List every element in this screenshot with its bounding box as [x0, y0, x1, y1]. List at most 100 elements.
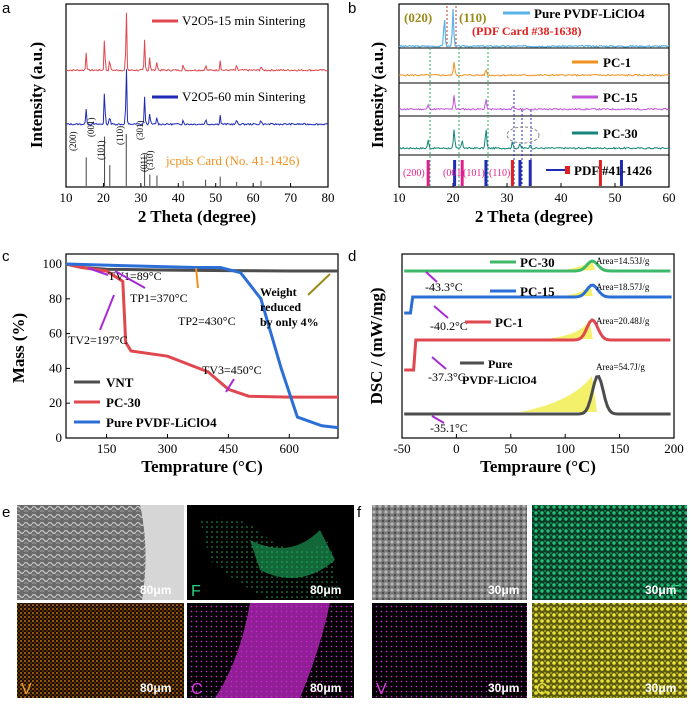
panel-a-xticks: 10 20 30 40 50 60 70 80 [60, 183, 335, 205]
panel-c-x-tick-label-2: 450 [219, 441, 239, 456]
panel-f-f-map [532, 505, 687, 600]
panel-d-pure-label: Pure [488, 357, 513, 371]
panel-a-hkl-301: (301) [135, 121, 145, 141]
panel-e-c-map-bright [215, 603, 330, 698]
panel-b-pdf-swatch-mark [565, 166, 570, 174]
panel-a-letter: a [2, 0, 11, 17]
panel-a-xlabel: 2 Theta (degree) [138, 207, 256, 226]
panel-f-v-scale: 30μm [488, 681, 519, 695]
panel-a-hkl-110: (110) [115, 126, 125, 145]
panel-d-pure-tg: -35.1°C [430, 421, 468, 435]
panel-c-weight-2: reduced [260, 300, 301, 314]
panel-b-hkl-200: (200) [403, 168, 425, 179]
panel-d-trace-pc15 [404, 283, 672, 315]
panel-d-pure-label2: PVDF-LiClO4 [462, 373, 537, 387]
panel-c-tp1: TP1=370°C [130, 291, 188, 305]
panel-c-legend-pc30: PC-30 [106, 395, 141, 410]
panel-c: c 150 300 450 600 0 20 40 60 80 100 Mass (%) Tem… [2, 248, 339, 476]
panel-d-fill-pc1 [545, 320, 593, 339]
panel-a-trace-60min [65, 69, 329, 126]
panel-c-weight-1: Weight [260, 285, 297, 299]
panel-e-f-scale: 80μm [310, 583, 341, 597]
panel-d-pc1-area: Area=20.48J/g [596, 316, 650, 326]
panel-d-x-tick-label-1: 0 [453, 441, 460, 456]
panel-d-x-tick-label-3: 100 [555, 441, 575, 456]
panel-e-v-scale: 80μm [140, 681, 171, 695]
panel-e-sem-background [140, 505, 184, 600]
panel-a-ylabel: Intensity (a.u.) [27, 42, 46, 148]
panel-f-c-label: C [536, 681, 548, 698]
panel-f: f 30μm F 30μm V 30μm C 30μm [357, 504, 687, 698]
panel-f-c-scale: 30μm [645, 681, 676, 695]
panel-d-letter: d [348, 248, 356, 265]
panel-d-arrow-pure [431, 415, 445, 424]
panel-a: a 10 20 30 40 50 60 70 80 Intensity (a.u.) 2 Th… [2, 0, 335, 226]
panel-d-pc15-label: PC-15 [520, 284, 555, 299]
panel-a-hkl-200: (200) [68, 132, 78, 152]
panel-a-x-tick-label-2: 30 [134, 190, 147, 205]
panel-b-pdf-top: (PDF Card #38-1638) [472, 24, 582, 38]
panel-a-x-tick-label-6: 70 [284, 190, 297, 205]
panel-b-x-tick-label-1: 20 [447, 190, 460, 205]
panel-e-c-scale: 80μm [310, 681, 341, 695]
panel-f-sem-scale: 30μm [488, 583, 519, 597]
panel-a-x-tick-label-5: 60 [247, 190, 260, 205]
panel-f-letter: f [357, 504, 362, 521]
panel-b-hkl-101: (101) [463, 168, 485, 179]
panel-a-legend-red: V2O5-15 min Sintering [182, 13, 306, 28]
panel-c-tv1: TV1=89°C [108, 269, 162, 283]
panel-d-ylabel: DSC / (mW/mg) [367, 287, 386, 404]
panel-e: e 80μm F 80μm V 80μm C 80μm [2, 504, 354, 698]
panel-d-x-tick-label-2: 50 [504, 441, 517, 456]
panel-d-arrow-pc15 [433, 305, 449, 319]
panel-b-highlight-circle [506, 126, 540, 144]
panel-b-frame [398, 3, 670, 188]
panel-a-hkl-101: (101) [96, 141, 106, 161]
panel-c-ylabel: Mass (%) [9, 313, 28, 383]
panel-a-reference-sticks [85, 134, 262, 186]
panel-e-v-map [17, 603, 184, 698]
panel-b-xlabel: 2 Theta (degree) [475, 207, 593, 226]
panel-d-xticks: -50 0 50 100 150 200 [393, 434, 684, 456]
panel-c-frame [65, 253, 339, 439]
panel-a-x-tick-label-1: 20 [97, 190, 110, 205]
panel-c-y-tick-label-2: 40 [49, 360, 62, 375]
panel-b-x-tick-label-0: 10 [393, 190, 406, 205]
panel-a-hkl-011: (011) [139, 153, 149, 172]
panel-b-trace-pc15 [398, 95, 670, 111]
panel-b-xticks: 10 20 30 40 50 60 [393, 183, 676, 205]
panel-b-pc30-label: PC-30 [603, 126, 638, 141]
panel-c-x-tick-label-3: 600 [280, 441, 300, 456]
panel-c-y-tick-label-3: 60 [49, 326, 62, 341]
panel-c-tp2: TP2=430°C [178, 314, 236, 328]
panel-e-v-label: V [21, 681, 32, 698]
panel-b-pure-label: Pure PVDF-LiClO4 [534, 6, 645, 21]
panel-a-frame [65, 3, 329, 188]
panel-f-f-scale: 30μm [645, 583, 676, 597]
panel-d-trace-pure [404, 374, 671, 416]
panel-a-x-tick-label-0: 10 [60, 190, 73, 205]
panel-d-fill-pure [520, 376, 597, 412]
panel-d-pc15-tg: -40.2°C [430, 319, 468, 333]
panel-a-x-tick-label-4: 50 [209, 190, 222, 205]
panel-a-trace-15min [65, 12, 329, 72]
panel-a-x-tick-label-3: 40 [172, 190, 185, 205]
panel-d-pc15-area: Area=18.57J/g [596, 282, 650, 292]
panel-c-tv3: TV3=450°C [202, 363, 262, 377]
panel-c-arrow-tv1 [87, 267, 109, 276]
panel-b-x-tick-label-2: 30 [501, 190, 514, 205]
panel-c-y-tick-label-1: 20 [49, 395, 62, 410]
panel-d-pc1-label: PC-1 [495, 315, 523, 330]
panel-c-xticks: 150 300 450 600 [97, 434, 299, 456]
panel-d-pc30-area: Area=14.53J/g [596, 256, 650, 266]
panel-b-hkl-020: (020) [404, 10, 432, 25]
panel-b-pc1-label: PC-1 [603, 55, 631, 70]
panel-a-x-tick-label-7: 80 [322, 190, 335, 205]
panel-a-hkl-001: (001) [86, 118, 96, 138]
panel-c-arrow-weight [307, 273, 331, 296]
panel-b-pdf-bottom-label: PDF #41-1426 [574, 163, 652, 178]
panel-b-x-tick-label-3: 40 [555, 190, 568, 205]
panel-d-pc30-label: PC-30 [520, 255, 555, 270]
panel-c-arrow-tp1 [114, 270, 146, 289]
panel-e-letter: e [2, 504, 10, 521]
